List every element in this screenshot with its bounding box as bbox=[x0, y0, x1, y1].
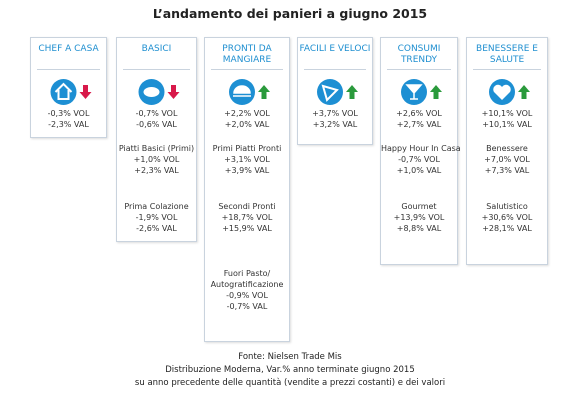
icon bbox=[229, 79, 270, 105]
value-line: +3,1% VOL bbox=[224, 155, 270, 164]
icon-glyph bbox=[493, 84, 511, 100]
group-label: Happy Hour In Casa bbox=[381, 144, 461, 153]
divider bbox=[37, 69, 100, 70]
group-label: Gourmet bbox=[401, 202, 437, 211]
value-line: -2,6% VAL bbox=[136, 224, 177, 233]
value-line: +13,9% VOL bbox=[393, 213, 445, 222]
value-line: -0,9% VOL bbox=[226, 291, 268, 300]
value-line: +2,6% VOL bbox=[396, 109, 442, 118]
icon bbox=[50, 79, 92, 105]
icon-glyph bbox=[233, 85, 251, 97]
footer-line: Distribuzione Moderna, Var.% anno termin… bbox=[165, 365, 415, 375]
divider bbox=[473, 69, 541, 70]
panel-title: FACILI E VELOCI bbox=[299, 44, 371, 54]
icon-glyph bbox=[54, 82, 73, 100]
value-line: +2,3% VAL bbox=[134, 166, 179, 175]
icon-circle bbox=[317, 79, 343, 105]
panel-title: PRONTI DA bbox=[222, 44, 272, 54]
panel: PRONTI DA MANGIARE +2,2% VOL +2,0% VAL Primi… bbox=[204, 37, 290, 342]
value-line: +28,1% VAL bbox=[482, 224, 532, 233]
group-label: Salutistico bbox=[486, 202, 528, 211]
value-line: +10,1% VAL bbox=[482, 120, 532, 129]
trend-arrow bbox=[518, 85, 530, 99]
group-label: Secondi Pronti bbox=[218, 202, 276, 211]
panel: BASICI -0,7% VOL -0,6% VAL Piatti Basici (P… bbox=[116, 37, 197, 242]
trend-arrow bbox=[258, 85, 270, 99]
value-line: +1,0% VOL bbox=[133, 155, 180, 164]
icon-circle bbox=[50, 79, 77, 105]
trend-arrow bbox=[346, 85, 358, 99]
value-line: +3,9% VAL bbox=[224, 166, 270, 175]
group-label: Piatti Basici (Primi) bbox=[118, 144, 195, 153]
panel-title: CONSUMI bbox=[397, 44, 441, 54]
panel-title: BASICI bbox=[141, 44, 172, 54]
panel: CONSUMI TRENDY +2,6% VOL +2,7% VAL Happy Hou… bbox=[380, 37, 461, 265]
value-line: +1,0% VAL bbox=[396, 166, 442, 175]
page-title: L’andamento dei panieri a giugno 2015 bbox=[152, 6, 428, 21]
panel: CHEF A CASA -0,3% VOL -2,3% VAL bbox=[30, 37, 107, 138]
divider bbox=[123, 69, 190, 70]
value-line: -0,7% VAL bbox=[226, 302, 268, 311]
value-line: -2,3% VAL bbox=[48, 120, 89, 129]
icon bbox=[317, 79, 358, 105]
value-line: +2,2% VOL bbox=[224, 109, 270, 118]
value-line: -0,7% VOL bbox=[135, 109, 178, 118]
trend-arrow bbox=[79, 85, 92, 99]
value-line: +30,6% VOL bbox=[481, 213, 533, 222]
value-line: -0,3% VOL bbox=[47, 109, 90, 118]
value-line: -0,6% VAL bbox=[136, 120, 177, 129]
value-line: -1,9% VOL bbox=[135, 213, 178, 222]
divider bbox=[387, 69, 451, 70]
value-line: +15,9% VAL bbox=[222, 224, 272, 233]
footer-line: su anno precedente delle quantità (vendi… bbox=[134, 378, 446, 388]
icon bbox=[138, 79, 180, 105]
group-label: Fuori Pasto/ bbox=[223, 269, 271, 278]
panel: FACILI E VELOCI +3,7% VOL +3,2% VAL bbox=[297, 37, 373, 145]
group-label: Autogratificazione bbox=[210, 280, 284, 289]
value-line: +8,8% VAL bbox=[396, 224, 442, 233]
panel-title: BENESSERE E bbox=[476, 44, 538, 54]
value-line: +2,7% VAL bbox=[396, 120, 442, 129]
group-label: Prima Colazione bbox=[124, 202, 189, 211]
value-line: +3,2% VAL bbox=[312, 120, 358, 129]
trend-arrow bbox=[167, 85, 180, 99]
value-line: +18,7% VOL bbox=[221, 213, 273, 222]
value-line: +7,3% VAL bbox=[484, 166, 530, 175]
icon-glyph bbox=[321, 84, 339, 102]
panel-title: CHEF A CASA bbox=[38, 44, 99, 54]
panel: BENESSERE E SALUTE +10,1% VOL +10,1% VAL Ben… bbox=[466, 37, 548, 265]
panel-title: TRENDY bbox=[400, 55, 438, 65]
value-line: +10,1% VOL bbox=[481, 109, 533, 118]
group-label: Benessere bbox=[486, 144, 528, 153]
value-line: +3,7% VOL bbox=[312, 109, 358, 118]
icon-glyph bbox=[405, 84, 423, 100]
icon bbox=[489, 79, 530, 105]
divider bbox=[211, 69, 283, 70]
value-line: +7,0% VOL bbox=[484, 155, 530, 164]
value-line: +2,0% VAL bbox=[224, 120, 270, 129]
value-line: -0,7% VOL bbox=[398, 155, 440, 164]
divider bbox=[304, 69, 366, 70]
trend-arrow bbox=[430, 85, 442, 99]
icon-glyph bbox=[143, 87, 160, 97]
group-label: Primi Piatti Pronti bbox=[212, 144, 282, 153]
panel-title: SALUTE bbox=[489, 55, 525, 65]
icon bbox=[401, 79, 442, 105]
panel-title: MANGIARE bbox=[222, 55, 272, 65]
footer-line: Fonte: Nielsen Trade Mis bbox=[238, 352, 342, 362]
